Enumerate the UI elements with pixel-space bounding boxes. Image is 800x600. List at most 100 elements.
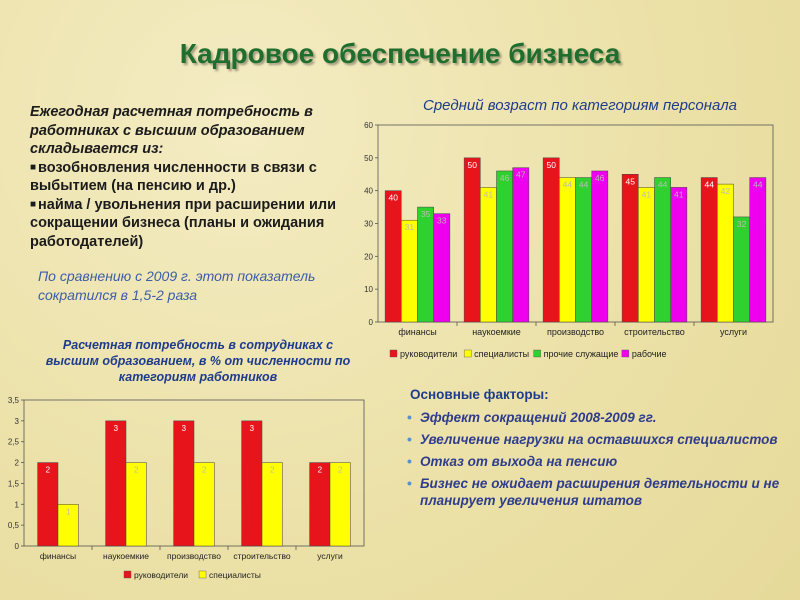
bullet-icon: • [407, 475, 412, 491]
factors-heading: Основные факторы: [410, 387, 549, 402]
bar-2 [261, 462, 283, 547]
bar-1 [542, 157, 560, 323]
bar-1 [309, 462, 331, 547]
y-tick-label: 60 [364, 121, 373, 130]
bullet-icon: • [407, 431, 412, 447]
bar-2 [717, 183, 734, 323]
y-tick-label: 40 [364, 187, 373, 196]
bar-2 [329, 462, 351, 547]
bar-2 [480, 187, 497, 323]
factor-item: • Эффект сокращений 2008-2009 гг. [400, 409, 780, 426]
data-label: 2 [202, 466, 207, 475]
data-label: 47 [516, 170, 526, 180]
factor-text: Эффект сокращений 2008-2009 гг. [420, 410, 657, 425]
bar-1 [173, 420, 195, 547]
data-label: 33 [437, 216, 447, 226]
data-label: 2 [134, 466, 139, 475]
data-label: 3 [250, 424, 255, 433]
y-tick-label: 30 [364, 220, 373, 229]
comparison-note: По сравнению с 2009 г. этот показатель с… [38, 268, 316, 303]
factor-item: • Бизнес не ожидает расширения деятельнос… [400, 475, 780, 509]
legend-label: специалисты [209, 570, 261, 580]
bar-2 [57, 504, 79, 547]
slide-title: Кадровое обеспечение бизнеса [179, 38, 621, 69]
need-chart-title: Расчетная потребность в сотрудниках с вы… [45, 338, 351, 384]
data-label: 46 [595, 173, 605, 183]
bar-1 [700, 177, 718, 323]
data-label: 41 [674, 189, 684, 199]
data-label: 2 [270, 466, 275, 475]
bullet-icon: ■ [30, 161, 37, 173]
category-label: услуги [317, 551, 343, 561]
y-tick-label: 0 [369, 318, 374, 327]
y-tick-label: 2,5 [8, 438, 20, 447]
age-by-category-chart: 0 10 20 30 40 50 60 40 31 35 33 финансы 50 41 46 47 наук… [364, 121, 774, 359]
bullet-icon: ■ [30, 198, 37, 210]
data-label: 44 [579, 180, 589, 190]
category-label: производство [547, 327, 604, 337]
factor-text: Отказ от выхода на пенсию [420, 454, 618, 469]
need-by-category-chart: 0 0,5 1 1,5 2 2,5 3 3,5 2 1 финансы 3 2 наукоемкие 3 2 п… [8, 396, 365, 580]
bar-4 [670, 187, 688, 323]
data-label: 44 [704, 180, 714, 190]
bullet-icon: • [407, 453, 412, 469]
legend-swatch [198, 570, 207, 579]
category-label: строительство [624, 327, 685, 337]
factor-item: • Увеличение нагрузки на оставшихся специ… [400, 431, 780, 448]
bar-1 [105, 420, 127, 547]
bar-2 [193, 462, 215, 547]
factor-text: Увеличение нагрузки на оставшихся специа… [420, 432, 778, 447]
y-tick-label: 20 [364, 252, 373, 261]
legend-swatch [621, 349, 630, 358]
bar-1 [463, 157, 481, 323]
age-chart-title: Средний возраст по категориям персонала [423, 97, 737, 114]
category-label: наукоемкие [103, 551, 149, 561]
category-label: финансы [398, 327, 436, 337]
factor-text: Бизнес не ожидает расширения деятельност… [420, 476, 780, 508]
data-label: 2 [338, 466, 343, 475]
bar-2 [401, 219, 418, 323]
bar-1 [37, 462, 59, 547]
data-label: 46 [500, 173, 510, 183]
data-label: 32 [737, 219, 747, 229]
requirement-item: ■ возобновления численности в связи с выб… [30, 159, 355, 196]
category-label: строительство [233, 551, 291, 561]
factor-item: • Отказ от выхода на пенсию [400, 453, 780, 470]
requirement-item-text: возобновления численности в связи с выбы… [30, 159, 317, 195]
data-label: 44 [563, 180, 573, 190]
y-tick-label: 50 [364, 154, 373, 163]
legend-swatch [463, 349, 472, 358]
main-factors: Основные факторы: • Эффект сокращений 200… [400, 386, 780, 514]
legend-swatch [533, 349, 541, 358]
data-label: 40 [388, 193, 398, 203]
category-label: финансы [40, 551, 76, 561]
bullet-icon: • [407, 409, 412, 425]
data-label: 42 [721, 186, 731, 196]
y-tick-label: 3 [15, 417, 20, 426]
data-label: 44 [753, 180, 763, 190]
requirement-description: Ежегодная расчетная потребность в работн… [30, 103, 355, 251]
bar-4 [433, 213, 451, 323]
data-label: 44 [658, 180, 668, 190]
data-label: 1 [66, 507, 71, 516]
y-tick-label: 0,5 [8, 521, 20, 530]
bar-1 [621, 174, 639, 323]
bar-3 [733, 216, 750, 323]
y-tick-label: 1,5 [8, 479, 20, 488]
category-label: наукоемкие [472, 327, 521, 337]
bar-3 [496, 170, 513, 323]
y-tick-label: 1 [15, 500, 20, 509]
legend-label: специалисты [474, 349, 529, 359]
legend-label: рабочие [632, 349, 667, 359]
category-label: производство [167, 551, 221, 561]
bar-2 [125, 462, 147, 547]
legend-label: прочие служащие [544, 349, 619, 359]
data-label: 41 [642, 189, 652, 199]
bar-2 [559, 177, 576, 323]
legend-label: руководители [134, 570, 188, 580]
bar-3 [654, 177, 671, 323]
requirement-intro: Ежегодная расчетная потребность в работн… [30, 104, 313, 157]
category-label: услуги [720, 327, 747, 337]
y-tick-label: 2 [15, 459, 20, 468]
bar-4 [749, 177, 767, 323]
